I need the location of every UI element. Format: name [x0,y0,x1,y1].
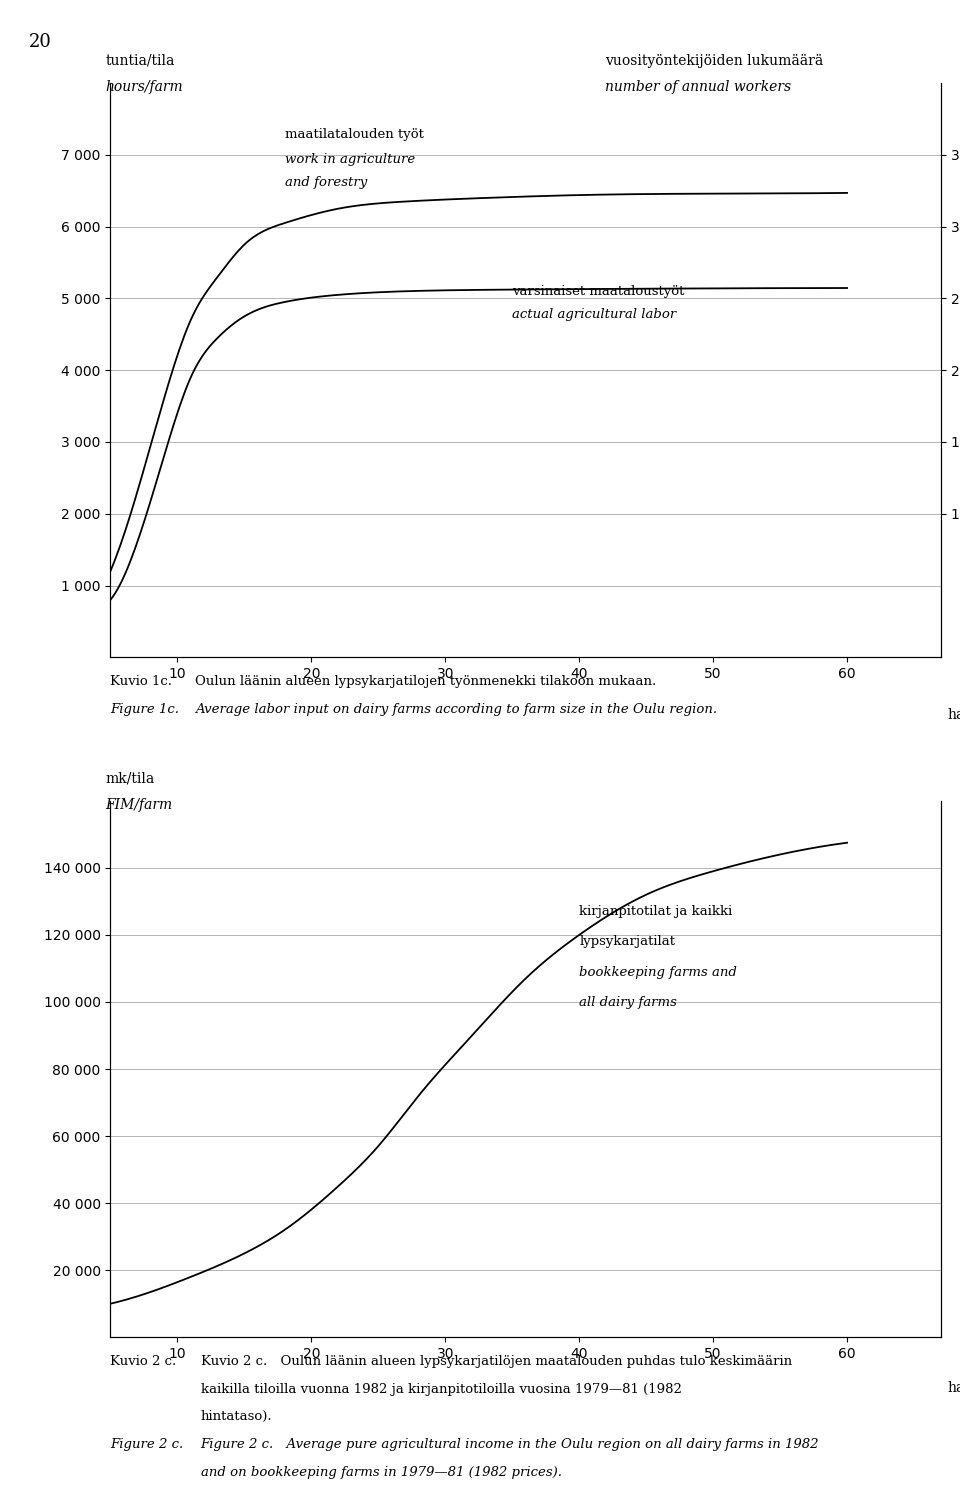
Text: Kuvio 2 c. Oulun läänin alueen lypsykarjatilöjen maatalouden puhdas tulo keskimä: Kuvio 2 c. Oulun läänin alueen lypsykarj… [201,1355,792,1369]
Text: ha: ha [948,707,960,722]
Text: and on bookkeeping farms in 1979—81 (1982 prices).: and on bookkeeping farms in 1979—81 (198… [201,1466,562,1479]
Text: varsinaiset maataloustyöt: varsinaiset maataloustyöt [513,286,684,299]
Text: mk/tila: mk/tila [106,772,155,786]
Text: Average labor input on dairy farms according to farm size in the Oulu region.: Average labor input on dairy farms accor… [195,703,717,716]
Text: number of annual workers: number of annual workers [605,80,791,94]
Text: Figure 1c.: Figure 1c. [110,703,180,716]
Text: ha: ha [948,1381,960,1395]
Text: actual agricultural labor: actual agricultural labor [513,308,677,322]
Text: Oulun läänin alueen lypsykarjatilojen työnmenekki tilakoon mukaan.: Oulun läänin alueen lypsykarjatilojen ty… [195,675,656,689]
Text: kirjanpitotilat ja kaikki: kirjanpitotilat ja kaikki [579,905,732,919]
Text: and forestry: and forestry [284,175,367,189]
Text: hours/farm: hours/farm [106,80,183,94]
Text: work in agriculture: work in agriculture [284,153,415,166]
Text: Kuvio 2 c.: Kuvio 2 c. [110,1355,177,1369]
Text: Figure 2 c.: Figure 2 c. [110,1438,183,1452]
Text: 20: 20 [29,33,52,51]
Text: tuntia/tila: tuntia/tila [106,54,175,68]
Text: vuosityöntekijöiden lukumäärä: vuosityöntekijöiden lukumäärä [605,54,823,68]
Text: lypsykarjatilat: lypsykarjatilat [579,935,675,949]
Text: kaikilla tiloilla vuonna 1982 ja kirjanpitotiloilla vuosina 1979—81 (1982: kaikilla tiloilla vuonna 1982 ja kirjanp… [201,1383,682,1396]
Text: maatilatalouden työt: maatilatalouden työt [284,127,423,141]
Text: bookkeeping farms and: bookkeeping farms and [579,966,737,979]
Text: all dairy farms: all dairy farms [579,996,677,1009]
Text: Kuvio 1c.: Kuvio 1c. [110,675,173,689]
Text: Figure 2 c. Average pure agricultural income in the Oulu region on all dairy far: Figure 2 c. Average pure agricultural in… [201,1438,819,1452]
Text: hintataso).: hintataso). [201,1410,273,1423]
Text: FIM/farm: FIM/farm [106,798,173,811]
